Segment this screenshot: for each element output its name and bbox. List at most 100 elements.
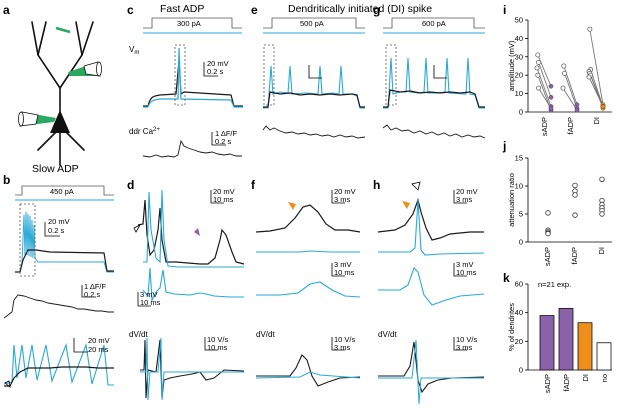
soma-point	[536, 59, 542, 65]
scalebar-2: 3 mV 10 ms	[453, 260, 477, 277]
panel-c: 300 pA Vm 20 mV 0.2 s ddr Ca2+ 1 ΔF/F 0.…	[129, 17, 243, 158]
chart-title: n=21 exp.	[538, 280, 571, 289]
svg-text:1 ΔF/F: 1 ΔF/F	[215, 129, 238, 138]
soma-point	[534, 65, 540, 71]
scalebar-zoom: 20 mV 20 ms	[73, 336, 110, 354]
data-point	[572, 192, 578, 198]
x-category-label: DI	[592, 117, 601, 125]
panel-label-i: i	[503, 3, 506, 17]
data-point	[572, 212, 578, 218]
y-tick-label: 50	[515, 16, 523, 25]
dendrite-point	[548, 83, 554, 89]
dendrite-trace	[378, 199, 485, 256]
svg-text:0.2 s: 0.2 s	[48, 226, 65, 235]
data-point	[599, 176, 605, 182]
panel-b: 450 pA 20 mV 0.2 s 1 ΔF/F 0.2 s 20 mV 20…	[3, 185, 114, 388]
panel-f: 20 mV 3 ms 3 mV 10 ms dV/dt 10 V/s 3 ms	[255, 187, 361, 387]
y-tick-label: 60	[515, 280, 523, 289]
dvdt-dendrite-trace	[140, 337, 244, 401]
soma-trace	[137, 199, 245, 265]
svg-text:0.2 s: 0.2 s	[84, 290, 101, 299]
y-tick-label: 15	[515, 154, 523, 163]
y-axis-label: % of dendrites	[507, 303, 516, 351]
bar	[577, 322, 593, 371]
y-axis-label: attenuation ratio	[507, 173, 516, 227]
dendrite-point	[548, 106, 554, 111]
panel-label-d: d	[127, 178, 134, 192]
scalebar-ca: 1 ΔF/F 0.2 s	[81, 282, 107, 299]
svg-text:0.2 s: 0.2 s	[207, 67, 224, 76]
scalebar-3: 10 V/s 3 ms	[453, 335, 478, 352]
svg-text:3 ms: 3 ms	[456, 343, 473, 352]
y-tick-label: 0	[519, 366, 523, 375]
zoom-box	[174, 44, 186, 106]
y-tick-label: 40	[515, 34, 523, 43]
svg-text:20 mV: 20 mV	[88, 336, 110, 345]
scalebar-2: 3 mV 10 ms	[137, 290, 161, 307]
panel-label-c: c	[127, 3, 134, 17]
panel-label-k: k	[503, 271, 510, 285]
pair-line	[589, 29, 604, 105]
pair-line	[564, 73, 578, 109]
soma-point	[562, 70, 568, 76]
panel-label-j: j	[502, 139, 506, 153]
dendrite-zoom-trace	[256, 281, 361, 298]
dendrite-point	[600, 104, 606, 109]
pair-line	[538, 87, 552, 109]
soma-trace	[263, 91, 365, 108]
data-point	[545, 230, 551, 237]
stim-protocol	[143, 17, 242, 29]
svg-text:10 ms: 10 ms	[334, 268, 355, 277]
panel-e: 500 pA	[262, 17, 366, 139]
svg-text:10 ms: 10 ms	[456, 268, 477, 277]
arrowhead-orange	[288, 202, 296, 210]
y-tick-label: 40	[515, 308, 523, 317]
x-category-label: DI	[597, 247, 606, 255]
bar	[558, 307, 574, 371]
scalebar-3: 10 V/s 10 ms	[204, 335, 229, 352]
stim-label: 450 pA	[50, 187, 74, 196]
svg-text:20 mV: 20 mV	[207, 59, 229, 68]
arrowhead-open	[4, 380, 11, 388]
calcium-trace	[142, 139, 242, 158]
dendrite-zoom-trace	[3, 342, 114, 386]
x-category-label: fADP	[570, 247, 579, 265]
svg-text:3 mV: 3 mV	[456, 260, 474, 269]
svg-text:20 ms: 20 ms	[88, 345, 109, 354]
svg-text:20 mV: 20 mV	[213, 187, 235, 196]
soma-trace	[377, 197, 484, 241]
arrowhead-purple	[194, 228, 200, 236]
panel-label-e: e	[251, 3, 258, 17]
dendrite-zoom-trace	[142, 267, 244, 303]
dvdt-dendrite-trace	[255, 371, 361, 379]
dendritic-pipette-icon	[68, 61, 102, 77]
dvdt-label: dV/dt	[256, 330, 275, 339]
stimulation-site	[55, 26, 71, 34]
pair-line	[588, 76, 604, 107]
y-tick-label: 0	[519, 238, 523, 247]
scalebar	[308, 65, 322, 79]
svg-text:10 ms: 10 ms	[207, 343, 228, 352]
soma-trace	[143, 59, 243, 107]
x-category-label: sADP	[540, 117, 549, 136]
dvdt-label: dV/dt	[129, 330, 148, 339]
dendrite-trace	[143, 47, 243, 108]
svg-text:10 V/s: 10 V/s	[207, 335, 229, 344]
neuron-schematic	[18, 21, 102, 166]
chart-amplitude: amplitude (mV) 0 10 20 30 40 50 sADP fADP DI	[507, 16, 612, 136]
dendrite-trace	[256, 250, 360, 253]
soma-point	[560, 85, 566, 91]
soma-trace	[15, 249, 114, 273]
soma-shape	[50, 110, 70, 133]
somatic-pipette-icon	[18, 111, 56, 127]
ca-label: ddr Ca2+	[129, 127, 160, 136]
x-category-label: sADP	[543, 374, 552, 393]
scalebar-2: 3 mV 10 ms	[331, 260, 355, 277]
soma-point	[536, 85, 542, 91]
svg-text:3 ms: 3 ms	[456, 195, 473, 204]
y-tick-label: 10	[515, 182, 523, 191]
scalebar-ca: 1 ΔF/F 0.2 s	[211, 129, 238, 146]
bar	[596, 342, 612, 371]
panel-g: 600 pA	[382, 17, 486, 139]
